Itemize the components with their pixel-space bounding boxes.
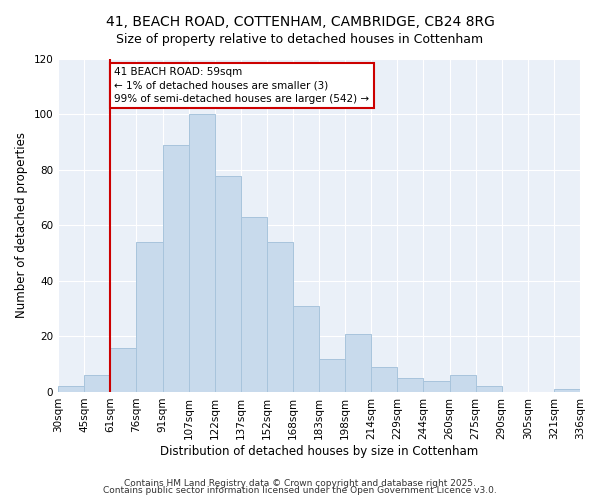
Bar bbox=[319, 358, 345, 392]
Bar bbox=[449, 376, 476, 392]
Bar bbox=[163, 145, 188, 392]
Text: 41, BEACH ROAD, COTTENHAM, CAMBRIDGE, CB24 8RG: 41, BEACH ROAD, COTTENHAM, CAMBRIDGE, CB… bbox=[106, 15, 494, 29]
Bar bbox=[476, 386, 502, 392]
Bar bbox=[241, 217, 267, 392]
Bar bbox=[293, 306, 319, 392]
X-axis label: Distribution of detached houses by size in Cottenham: Distribution of detached houses by size … bbox=[160, 444, 478, 458]
Bar bbox=[215, 176, 241, 392]
Bar bbox=[188, 114, 215, 392]
Text: Size of property relative to detached houses in Cottenham: Size of property relative to detached ho… bbox=[116, 32, 484, 46]
Text: Contains HM Land Registry data © Crown copyright and database right 2025.: Contains HM Land Registry data © Crown c… bbox=[124, 478, 476, 488]
Bar bbox=[424, 381, 449, 392]
Bar bbox=[84, 376, 110, 392]
Text: Contains public sector information licensed under the Open Government Licence v3: Contains public sector information licen… bbox=[103, 486, 497, 495]
Bar bbox=[397, 378, 424, 392]
Bar bbox=[371, 367, 397, 392]
Bar bbox=[136, 242, 163, 392]
Bar bbox=[345, 334, 371, 392]
Bar bbox=[110, 348, 136, 392]
Bar bbox=[267, 242, 293, 392]
Bar bbox=[554, 389, 580, 392]
Text: 41 BEACH ROAD: 59sqm
← 1% of detached houses are smaller (3)
99% of semi-detache: 41 BEACH ROAD: 59sqm ← 1% of detached ho… bbox=[114, 68, 370, 104]
Bar bbox=[58, 386, 84, 392]
Y-axis label: Number of detached properties: Number of detached properties bbox=[15, 132, 28, 318]
